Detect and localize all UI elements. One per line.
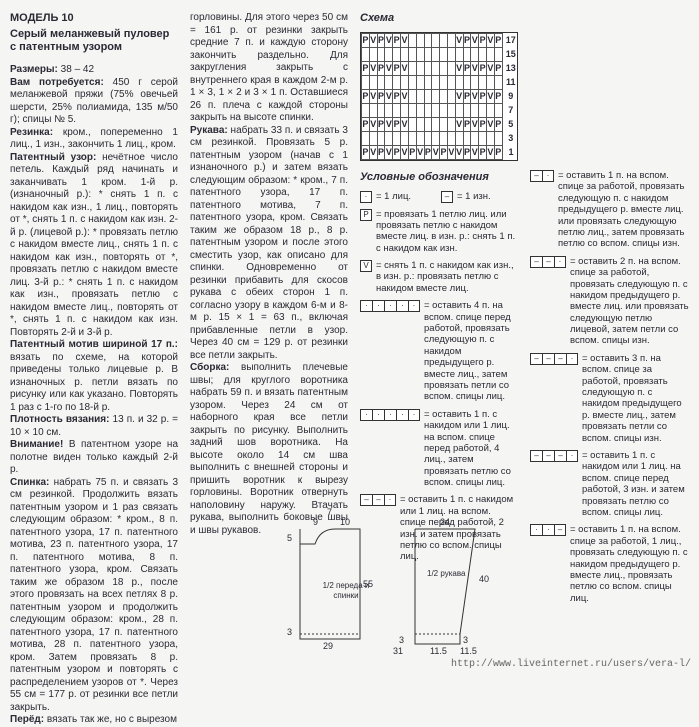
knitting-chart: PVPVPVVPVPVP1715PVPVPVVPVPVP1311PVPVPVVP… — [360, 32, 518, 161]
back-text: набрать 75 п. и связать 3 см резинкой. П… — [10, 477, 178, 713]
mg: 7 — [327, 507, 332, 518]
mk: 3 — [463, 635, 468, 646]
model-number: МОДЕЛЬ 10 — [10, 12, 178, 26]
mb: 10 — [340, 517, 350, 528]
r3: = оставить 3 п. на вспом. спице за работ… — [582, 353, 689, 444]
sym-v: V — [360, 260, 372, 272]
l5: = оставить 1 п. с накидом или 1 лиц. на … — [424, 409, 518, 489]
asm-text: выполнить плечевые швы; для круглого вор… — [190, 362, 348, 536]
l2: = провязать 1 петлю лиц. или провязать п… — [376, 209, 518, 255]
watermark: http://www.liveinternet.ru/users/vera-l/ — [451, 659, 691, 672]
md: 3 — [287, 627, 292, 638]
warn-label: Внимание! — [10, 439, 63, 450]
mm: 31 — [393, 646, 403, 657]
sym-r3: –––· — [530, 353, 578, 365]
back-label: Спинка: — [10, 477, 49, 488]
l3: = снять 1 п. с накидом как изн., в изн. … — [376, 260, 518, 294]
mot-text: вязать по схеме, на которой приведены то… — [10, 352, 178, 413]
sym-p: P — [360, 209, 372, 221]
col2-p1: горловины. Для этого через 50 см = 161 р… — [190, 12, 348, 125]
mn: 3 — [399, 635, 404, 646]
ma: 9 — [313, 517, 318, 528]
sym-r5: ··– — [530, 524, 566, 536]
l4: = оставить 4 п. на вспом. спице перед ра… — [424, 300, 518, 403]
mi: 40 — [479, 574, 489, 585]
mc: 5 — [287, 533, 292, 544]
front-text: вязать так же, но с вырезом — [47, 714, 177, 725]
sym-r4: –––· — [530, 450, 578, 462]
me: 55 — [363, 579, 373, 590]
schema-title: Схема — [360, 12, 518, 26]
r2: = оставить 2 п. на вспом. спице за работ… — [570, 256, 689, 347]
sym-r2: ––· — [530, 256, 566, 268]
r5: = оставить 1 п. на вспом. спице за работ… — [570, 524, 689, 604]
need-label: Вам потребуется: — [10, 77, 104, 88]
l1b: = 1 изн. — [457, 191, 518, 202]
mj: 11.5 — [430, 646, 447, 657]
sym-lic: · — [360, 191, 372, 203]
rez-label: Резинка: — [10, 127, 53, 138]
mh: 24 — [440, 517, 450, 528]
legend-title: Условные обозначения — [360, 171, 518, 185]
sizes-label: Размеры: — [10, 64, 58, 75]
sym-5b: ····· — [360, 409, 420, 421]
sizes-val: 38 – 42 — [61, 64, 94, 75]
pat-text: нечётное число петель. Каждый ряд начина… — [10, 152, 178, 338]
sleeve-text: набрать 33 п. и связать 3 см резинкой. П… — [190, 125, 348, 361]
r1: = оставить 1 п. на вспом. спице за работ… — [558, 170, 689, 250]
front-label: Перёд: — [10, 714, 44, 725]
mot-label: Патентный мотив шириной 17 п.: — [10, 339, 178, 350]
sym-r1: –· — [530, 170, 554, 182]
asm-label: Сборка: — [190, 362, 229, 373]
sym-5a: ····· — [360, 300, 420, 312]
r4: = оставить 1 п. с накидом или 1 лиц. на … — [582, 450, 689, 518]
l1a: = 1 лиц. — [376, 191, 437, 202]
dens-label: Плотность вязания: — [10, 414, 109, 425]
d2-label: 1/2 рукава — [427, 569, 465, 579]
pat-label: Патентный узор: — [10, 152, 96, 163]
sym-izn: – — [441, 191, 453, 203]
mf: 29 — [323, 641, 333, 652]
model-title: Серый меланжевый пуловер с патентным узо… — [10, 28, 178, 54]
sleeve-label: Рукава: — [190, 125, 228, 136]
pattern-diagrams: 1/2 переда и спинки 9 10 5 3 55 29 7 1/2… — [285, 519, 495, 654]
sym-3a: ––· — [360, 494, 396, 506]
ml: 11.5 — [460, 646, 477, 657]
